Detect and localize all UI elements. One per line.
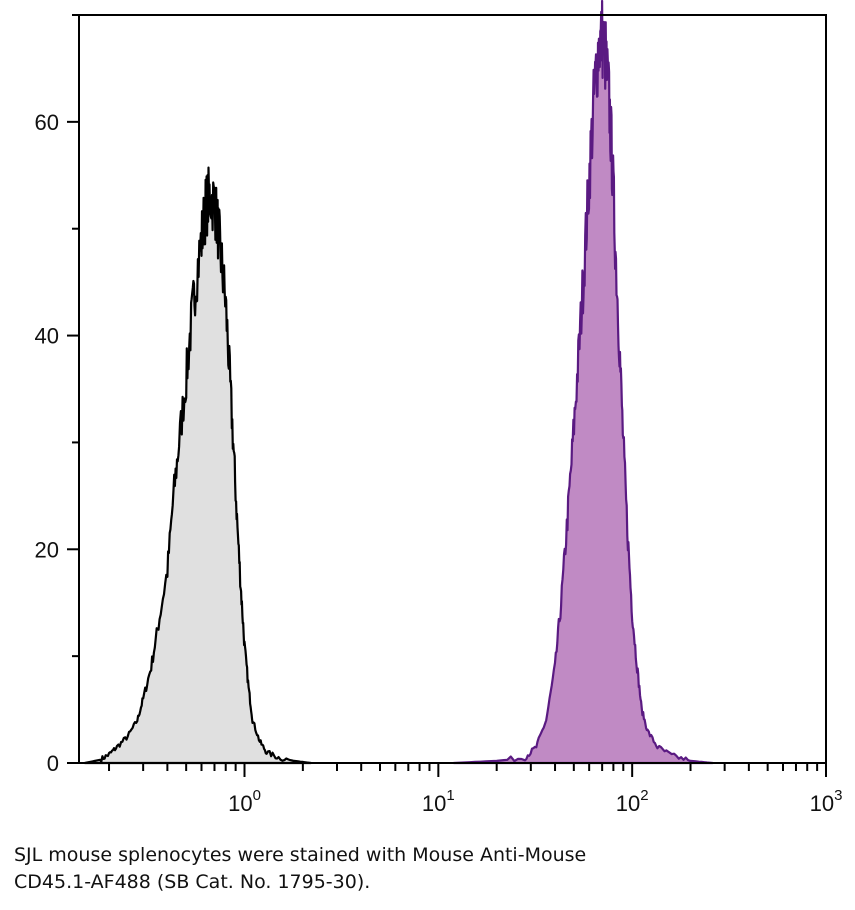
histogram-chart: 0 20 40 60 100 101 102 103 <box>35 0 843 816</box>
y-tick-label: 20 <box>35 537 59 562</box>
histogram-series-2 <box>452 0 714 765</box>
plot-frame <box>78 14 827 764</box>
x-tick-label: 102 <box>616 787 649 816</box>
x-axis: 100 101 102 103 <box>108 763 843 816</box>
caption-line-2: CD45.1-AF488 (SB Cat. No. 1795-30). <box>14 871 371 893</box>
series-layer <box>83 0 714 765</box>
y-axis: 0 20 40 60 <box>35 14 79 776</box>
figure-caption: SJL mouse splenocytes were stained with … <box>14 842 834 896</box>
y-tick-label: 60 <box>35 110 59 135</box>
y-tick-label: 0 <box>47 751 59 776</box>
x-tick-label: 100 <box>228 787 261 816</box>
x-tick-label: 101 <box>422 787 455 816</box>
histogram-series-1 <box>83 166 312 765</box>
x-tick-label: 103 <box>810 787 843 816</box>
caption-line-1: SJL mouse splenocytes were stained with … <box>14 844 587 866</box>
y-tick-label: 40 <box>35 324 59 349</box>
